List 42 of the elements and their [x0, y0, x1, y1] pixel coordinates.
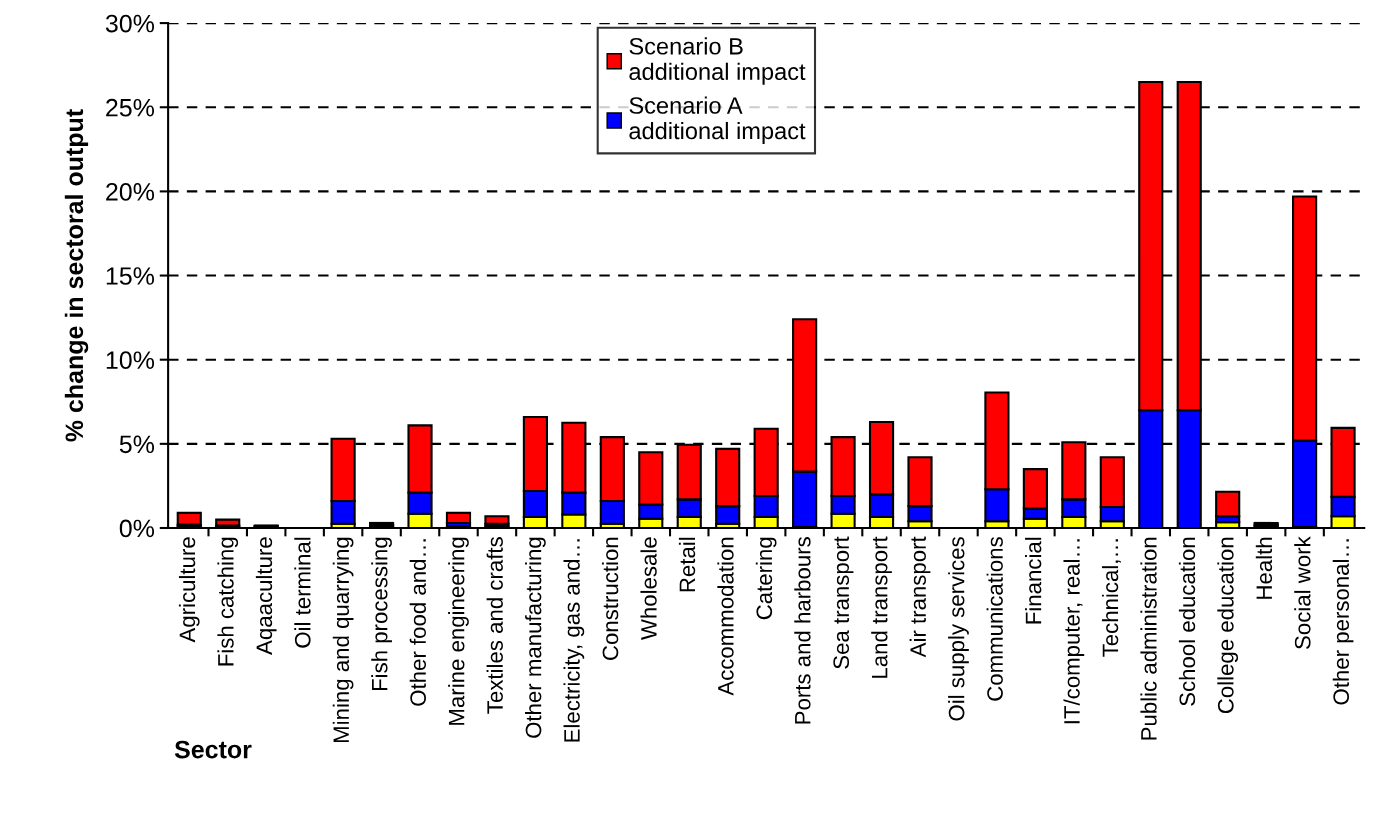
- x-tick-label: Aqaaculture: [255, 537, 277, 655]
- y-tick-label: 0%: [119, 519, 155, 538]
- y-tick-label: 15%: [106, 267, 155, 285]
- legend-label: Scenario A additional impact: [629, 96, 806, 144]
- x-tick-label: Mining and quarrying: [332, 537, 354, 743]
- x-tick-label: Fish processing: [371, 537, 392, 691]
- x-tick-label: Retail: [678, 537, 696, 592]
- x-tick-label: Oil supply services: [948, 537, 969, 721]
- x-tick-label: Communications: [986, 537, 1003, 701]
- y-tick-label: 10%: [106, 351, 155, 369]
- x-tick-label: Electricity, gas and…: [563, 539, 585, 742]
- x-tick-label: Construction: [601, 537, 619, 660]
- x-tick-label: Other manufacturing: [525, 537, 546, 738]
- x-tick-label: Oil terminal: [294, 537, 311, 648]
- x-tick-label: Health: [1255, 537, 1273, 599]
- x-tick-label: Textiles and crafts: [486, 537, 503, 714]
- x-tick-label: Fish catching: [217, 537, 239, 666]
- x-tick-label: Other food and…: [409, 539, 426, 706]
- x-tick-label: College education: [1217, 537, 1239, 714]
- x-tick-label: Air transport: [909, 536, 931, 658]
- y-tick-label: 25%: [106, 98, 155, 117]
- x-tick-label: Technical,…: [1101, 539, 1121, 657]
- x-tick-label: Sea transport: [833, 536, 854, 669]
- x-tick-label: Marine engineering: [448, 537, 469, 725]
- x-tick-label: School education: [1178, 537, 1196, 706]
- x-tick-label: Agriculture: [178, 537, 200, 643]
- x-tick-label: Public administration: [1140, 537, 1157, 740]
- x-axis-title: Sector: [174, 740, 252, 759]
- y-axis-title: % change in sectoral output: [64, 109, 89, 442]
- y-tick-label: 30%: [105, 14, 155, 33]
- legend-label: Scenario B additional impact: [629, 37, 806, 85]
- y-tick-label: 20%: [106, 183, 155, 201]
- y-tick-label: 5%: [119, 435, 155, 454]
- x-tick-label: Ports and harbours: [794, 537, 811, 724]
- x-tick-label: Social work: [1294, 536, 1311, 649]
- x-tick-label: IT/computer, real…: [1063, 539, 1085, 724]
- x-tick-label: Financial: [1025, 537, 1042, 624]
- x-tick-label: Wholesale: [640, 537, 657, 640]
- x-tick-label: Catering: [755, 537, 777, 620]
- x-tick-label: Accommodation: [717, 537, 734, 696]
- x-tick-label: Land transport: [871, 536, 892, 678]
- x-tick-label: Other personal…: [1332, 539, 1354, 705]
